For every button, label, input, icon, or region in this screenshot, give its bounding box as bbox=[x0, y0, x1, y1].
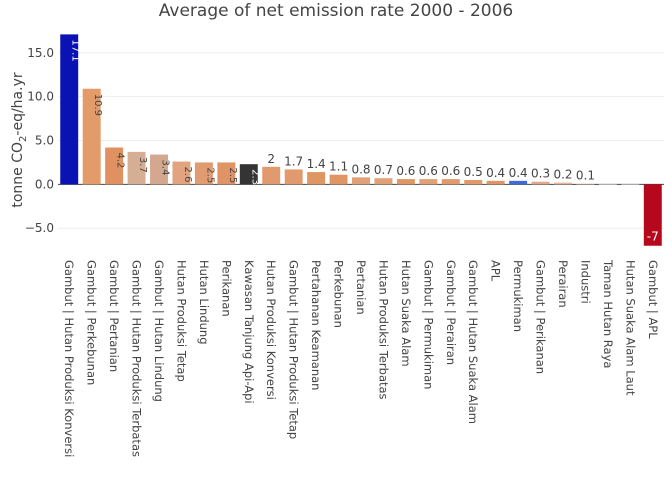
x-tick-label: Gambut | Pertanian bbox=[107, 260, 121, 372]
y-tick-label: 0.0 bbox=[35, 177, 54, 191]
y-tick-label: −5.0 bbox=[25, 221, 54, 235]
x-tick-label: Pertanian bbox=[354, 260, 368, 315]
bar-value-label: 0.3 bbox=[531, 167, 550, 181]
y-axis-label-suffix: -eq/ha.yr bbox=[10, 72, 26, 135]
bar bbox=[217, 162, 236, 185]
y-axis-label: tonne CO2-eq/ha.yr bbox=[10, 72, 29, 208]
bar-value-label: 0.7 bbox=[374, 163, 393, 177]
bar bbox=[486, 180, 505, 185]
grid-lines bbox=[58, 52, 664, 229]
bar bbox=[329, 174, 348, 185]
bar bbox=[150, 154, 168, 185]
y-tick-label: 5.0 bbox=[35, 134, 54, 148]
bar-value-label: 2.5 bbox=[204, 167, 215, 183]
x-tick-label: Hutan Produksi Terbatas bbox=[376, 260, 390, 400]
bar-value-label: 0.2 bbox=[553, 168, 572, 182]
bar bbox=[127, 151, 146, 185]
x-tick-label: Pertahanan Keamanan bbox=[309, 260, 323, 390]
bar-value-label: 0.8 bbox=[351, 162, 370, 176]
bar bbox=[621, 184, 640, 185]
x-tick-label: Gambut | Perikanan bbox=[534, 260, 548, 374]
x-tick-label: Taman Hutan Raya bbox=[601, 259, 615, 368]
bar bbox=[576, 183, 595, 185]
bar bbox=[396, 179, 415, 185]
x-tick-label: Hutan Suaka Alam Laut bbox=[623, 260, 637, 396]
bar-value-label: 2.3 bbox=[249, 169, 260, 185]
x-tick-label: Gambut | Hutan Lindung bbox=[152, 260, 166, 402]
x-tick-label: Gambut | Permukiman bbox=[421, 260, 435, 389]
bar bbox=[643, 184, 662, 246]
bar-value-label: 4.2 bbox=[115, 153, 126, 169]
bar-value-label: 17.1 bbox=[70, 39, 81, 61]
bar bbox=[262, 166, 281, 185]
bar bbox=[419, 179, 438, 185]
bar bbox=[82, 88, 101, 185]
x-tick-label: Gambut | Perkebunan bbox=[85, 260, 99, 385]
bar-value-label: 2 bbox=[267, 152, 275, 166]
bar bbox=[598, 184, 617, 185]
x-tick-label: Perkebunan bbox=[332, 260, 346, 328]
bars: 17.110.94.2 3.7 3.4 2.6 2.5 2.5 2.32 1.7 1.4 1.1 0… bbox=[60, 34, 662, 246]
x-tick-label: Gambut | Hutan Produksi Konversi bbox=[62, 260, 76, 457]
x-tick-label: Hutan Produksi Tetap bbox=[174, 260, 188, 382]
x-tick-label: Hutan Lindung bbox=[197, 260, 211, 345]
x-tick-label: Industri bbox=[578, 260, 592, 304]
x-axis: Gambut | Hutan Produksi Konversi Gambut |… bbox=[62, 259, 660, 457]
x-tick-label: Gambut | Hutan Produksi Terbatas bbox=[130, 260, 144, 457]
bar-value-label: 0.4 bbox=[486, 166, 505, 180]
bar-value-label: 10.9 bbox=[92, 94, 103, 116]
y-axis-label-prefix: tonne CO bbox=[10, 142, 26, 208]
y-tick-label: 10.0 bbox=[27, 90, 54, 104]
bar-value-label: 0.6 bbox=[396, 164, 415, 178]
bar-value-label: 1.1 bbox=[329, 160, 348, 174]
y-axis: −5.0 0.0 5.0 10.0 15.0 bbox=[25, 46, 54, 235]
x-tick-label: Perikanan bbox=[219, 260, 233, 317]
bar-value-label: 0.1 bbox=[576, 168, 595, 182]
bar-value-label: 0.5 bbox=[464, 165, 483, 179]
y-tick-label: 15.0 bbox=[27, 46, 54, 60]
bar bbox=[239, 164, 258, 185]
bar bbox=[374, 178, 393, 185]
bar bbox=[509, 180, 528, 185]
x-tick-label: Kawasan Tanjung Api-Api bbox=[242, 260, 256, 404]
x-tick-label: Hutan Produksi Konversi bbox=[264, 260, 278, 400]
bar-value-label: 1.7 bbox=[284, 154, 303, 168]
x-tick-label: APL bbox=[489, 260, 503, 282]
bar-value-label: 2.6 bbox=[182, 167, 193, 183]
bar-value-label: 3.7 bbox=[137, 157, 148, 173]
bar-value-label: -7 bbox=[647, 230, 659, 244]
bar bbox=[531, 181, 550, 185]
x-tick-label: Gambut | Hutan Suaka Alam bbox=[466, 260, 480, 424]
x-tick-label: Gambut | Perairan bbox=[444, 260, 458, 365]
bar bbox=[194, 162, 213, 185]
bar-value-label: 0.4 bbox=[509, 166, 528, 180]
y-axis-label-subscript: 2 bbox=[18, 136, 29, 142]
bar bbox=[105, 147, 124, 185]
bar bbox=[352, 177, 370, 185]
bar bbox=[464, 179, 483, 185]
bar bbox=[284, 169, 303, 185]
x-tick-label: Perairan bbox=[556, 260, 570, 308]
x-tick-label: Permukiman bbox=[511, 260, 525, 332]
x-tick-label: Hutan Suaka Alam bbox=[399, 260, 413, 367]
bar-value-label: 1.4 bbox=[307, 157, 326, 171]
x-tick-label: Gambut | Hutan Produksi Tetap bbox=[287, 260, 301, 439]
bar-value-label: 0.6 bbox=[441, 164, 460, 178]
bar bbox=[307, 172, 326, 185]
x-tick-label: Gambut | APL bbox=[646, 260, 660, 339]
bar-value-label: 3.4 bbox=[160, 160, 171, 176]
bar bbox=[554, 182, 572, 185]
chart-title: Average of net emission rate 2000 - 2006 bbox=[159, 1, 513, 21]
bar bbox=[441, 179, 460, 185]
bar-value-label: 2.5 bbox=[227, 167, 238, 183]
bar-value-label: 0.6 bbox=[419, 164, 438, 178]
bar bbox=[172, 161, 191, 185]
bar bbox=[60, 34, 79, 185]
